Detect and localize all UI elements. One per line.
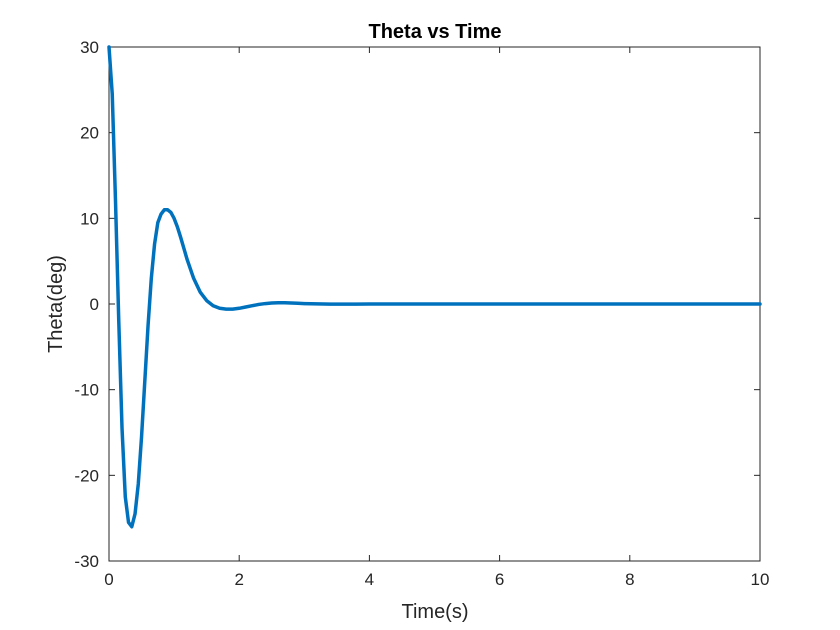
x-tick-label: 6 xyxy=(495,570,504,589)
series-layer xyxy=(107,45,762,529)
chart-title: Theta vs Time xyxy=(368,21,501,43)
x-axis: 0 2 4 6 8 10 xyxy=(104,47,769,589)
y-tick-label: -20 xyxy=(74,466,99,485)
y-axis: -30 -20 -10 0 10 20 30 xyxy=(74,38,760,571)
x-tick-label: 8 xyxy=(625,570,634,589)
y-axis-label: Theta(deg) xyxy=(45,255,67,353)
x-tick-label: 0 xyxy=(104,570,113,589)
series-line xyxy=(107,45,762,529)
x-axis-label: Time(s) xyxy=(401,601,468,623)
y-tick-label: 30 xyxy=(80,38,99,57)
y-tick-label: -10 xyxy=(74,381,99,400)
y-tick-label: -30 xyxy=(74,552,99,571)
y-tick-label: 20 xyxy=(80,124,99,143)
y-tick-label: 10 xyxy=(80,209,99,228)
y-tick-label: 0 xyxy=(90,295,99,314)
x-tick-label: 10 xyxy=(751,570,770,589)
x-tick-label: 2 xyxy=(234,570,243,589)
x-tick-label: 4 xyxy=(365,570,374,589)
